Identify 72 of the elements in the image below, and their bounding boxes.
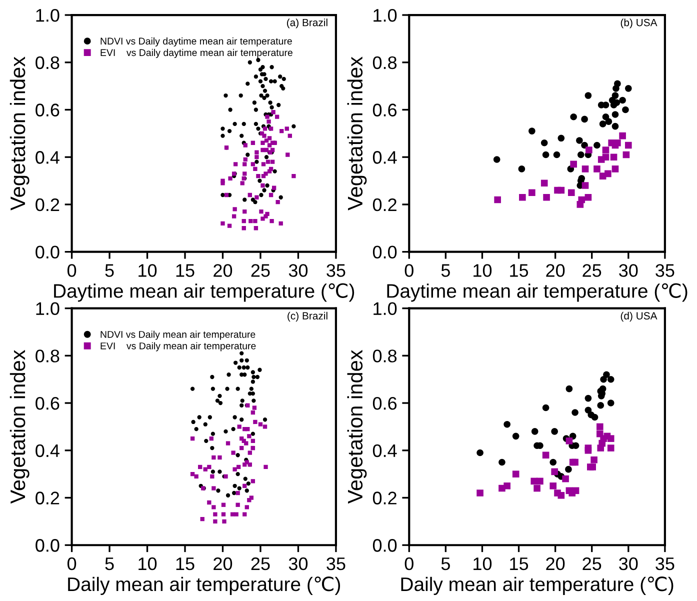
x-axis-title: Daily mean air temperature (℃) [68, 576, 340, 595]
x-tick-label: 25 [251, 264, 270, 277]
y-tick-label: 0.0 [372, 539, 397, 552]
x-tick-label: 10 [138, 557, 157, 570]
y-axis-title: Vegetation index [347, 56, 367, 210]
y-tick-label: 0.2 [36, 198, 60, 212]
x-tick-label: 25 [582, 557, 602, 570]
y-tick-label: 0.2 [36, 492, 60, 504]
y-tick-label: 0.2 [372, 492, 396, 504]
x-tick-label: 30 [619, 264, 638, 277]
y-axis-title: Vegetation index [10, 56, 30, 210]
y-tick-label: 1.0 [36, 302, 60, 316]
x-tick-label: 5 [441, 558, 450, 570]
x-tick-label: 0 [404, 557, 414, 570]
x-tick-label: 25 [251, 557, 270, 570]
x-tick-label: 10 [474, 264, 492, 277]
x-tick-label: 5 [105, 558, 114, 570]
x-axis-title: Daytime mean air temperature (℃) [54, 283, 354, 302]
y-tick-label: 1.0 [374, 8, 397, 22]
y-tick-label: 0.0 [36, 246, 60, 259]
x-tick-label: 0 [404, 264, 414, 277]
x-tick-label: 35 [326, 557, 346, 570]
x-tick-label: 35 [326, 264, 346, 277]
annotation: (d) USA [620, 312, 658, 322]
annotation: (b) USA [620, 18, 658, 28]
y-tick-label: 1.0 [374, 302, 397, 316]
y-axis-title: Vegetation index [10, 350, 30, 504]
y-tick-label: 0.4 [372, 151, 397, 164]
y-tick-label: 0.2 [372, 198, 396, 212]
legend-label: NDVI vs Daily daytime mean air temperature [100, 37, 292, 46]
x-tick-label: 15 [510, 264, 528, 277]
y-tick-label: 0.4 [36, 151, 60, 164]
annotation: (c) Brazil [288, 312, 328, 322]
legend-label: EVI vs Daily daytime mean air temperature [100, 48, 292, 58]
x-tick-label: 30 [619, 557, 638, 570]
y-tick-label: 0.6 [372, 104, 397, 116]
x-tick-label: 30 [288, 557, 308, 570]
y-tick-label: 0.4 [36, 444, 60, 458]
legend-label: NDVI vs Daily mean air temperature [100, 330, 256, 340]
x-tick-label: 25 [582, 264, 602, 277]
x-tick-label: 15 [510, 558, 528, 570]
y-tick-label: 0.8 [372, 56, 397, 70]
y-axis-title: Vegetation index [347, 350, 367, 504]
x-tick-label: 15 [176, 264, 194, 277]
x-tick-label: 35 [656, 557, 674, 570]
x-axis-title: Daily mean air temperature (℃) [401, 576, 674, 595]
x-tick-label: 5 [105, 264, 114, 277]
x-tick-label: 10 [474, 557, 492, 570]
annotation: (a) Brazil [287, 18, 328, 28]
x-tick-label: 20 [546, 557, 565, 570]
y-tick-label: 0.6 [36, 104, 60, 116]
y-tick-label: 0.8 [372, 350, 397, 362]
x-tick-label: 5 [441, 264, 450, 277]
y-tick-label: 0.8 [36, 56, 60, 70]
x-tick-label: 0 [67, 264, 76, 277]
y-tick-label: 0.0 [36, 539, 60, 552]
y-tick-label: 1.0 [36, 8, 60, 22]
x-tick-label: 15 [176, 558, 194, 570]
y-tick-label: 0.8 [36, 350, 60, 362]
x-tick-label: 20 [214, 264, 232, 277]
legend-label: EVI vs Daily mean air temperature [100, 342, 256, 352]
y-tick-label: 0.4 [372, 444, 397, 458]
x-tick-label: 0 [67, 557, 76, 570]
y-tick-label: 0.0 [372, 246, 397, 259]
x-axis-title: Daytime mean air temperature (℃) [387, 283, 688, 302]
x-tick-label: 10 [138, 264, 157, 277]
x-tick-label: 35 [656, 264, 674, 277]
x-tick-label: 30 [288, 264, 308, 277]
y-tick-label: 0.6 [372, 396, 397, 410]
y-tick-label: 0.6 [36, 396, 60, 410]
x-tick-label: 20 [214, 557, 232, 570]
x-tick-label: 20 [546, 264, 565, 277]
